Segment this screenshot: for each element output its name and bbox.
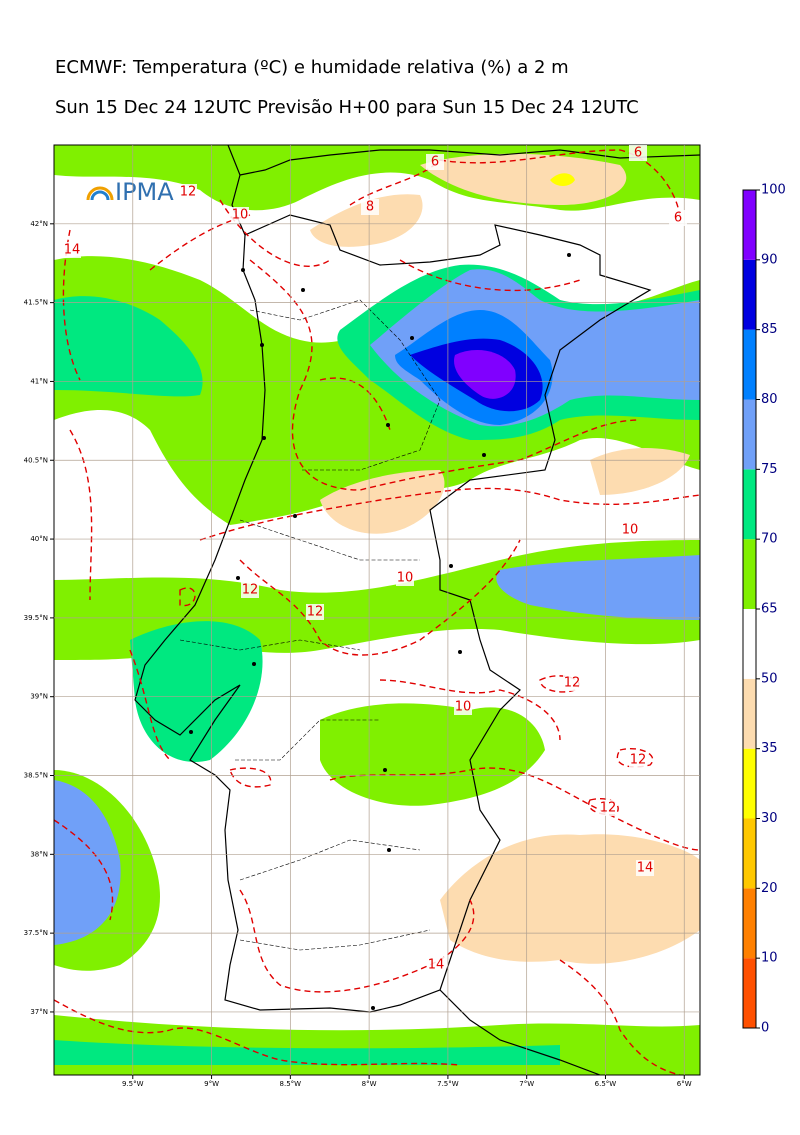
contour-label-bg [427,957,445,973]
contour-label: 10 [232,208,249,223]
x-tick-label: 7°W [519,1080,534,1088]
contour-label-bg [629,752,647,768]
colorbar-swatch [743,678,756,749]
contour-label: 12 [180,185,197,200]
y-tick-label: 38°N [30,850,48,858]
y-tick-label: 37°N [30,1008,48,1016]
x-tick-label: 6.5°W [595,1080,617,1088]
title: ECMWF: Temperatura (ºC) e humidade relat… [55,57,569,78]
contour-label: 8 [366,200,374,215]
contour-label-bg [621,522,639,538]
contour-labels: 12 10 8 6 6 6 14 10 10 12 12 10 12 12 12 14 14 [63,145,687,973]
y-tick-label: 40.5°N [24,456,48,464]
colorbar-label: 80 [761,392,778,407]
contour-label: 6 [431,155,439,170]
contour-label-bg [361,199,379,215]
colorbar-swatch [743,609,756,679]
contour-label: 12 [630,753,647,768]
contour-label-bg [426,154,444,170]
colorbar-swatch [743,958,756,1028]
contour-label: 14 [428,958,445,973]
colorbar-swatch [743,259,756,330]
contour-label: 10 [455,700,472,715]
contour-label-bg [306,604,324,620]
contour-label: 6 [674,211,682,226]
colorbar-label: 50 [761,671,778,686]
contour-label: 14 [637,861,654,876]
x-tick-label: 7.5°W [437,1080,459,1088]
colorbar-swatch [743,329,756,400]
y-tick-label: 38.5°N [24,772,48,780]
colorbar-label: 75 [761,462,778,477]
x-tick-label: 6°W [677,1080,692,1088]
contour-label-bg [454,699,472,715]
x-tick-label: 8°W [362,1080,377,1088]
colorbar-label: 20 [761,881,778,896]
colorbar-label: 90 [761,252,778,267]
colorbar-swatch [743,469,756,540]
contour-label-bg [231,207,249,223]
colorbar-label: 70 [761,532,778,547]
y-tick-label: 41°N [30,377,48,385]
map-frame [53,144,701,1076]
axes: 9.5°W 9°W 8.5°W 8°W 7.5°W 7°W 6.5°W 6°W 42°N 41.5… [24,145,700,1088]
colorbar-swatch [743,399,756,470]
contour-label: 12 [600,801,617,816]
subtitle: Sun 15 Dec 24 12UTC Previsão H+00 para S… [55,97,639,118]
contour-label: 12 [242,583,259,598]
logo-text: IPMA [115,178,174,206]
x-tick-label: 8.5°W [280,1080,302,1088]
contour-label: 12 [564,676,581,691]
field: IPMA [54,145,700,1075]
colorbar-label: 10 [761,951,778,966]
ipma-logo: IPMA [86,178,174,206]
colorbar-label: 0 [761,1021,769,1036]
contour-label: 10 [622,523,639,538]
y-tick-label: 39.5°N [24,614,48,622]
y-tick-label: 41.5°N [24,299,48,307]
y-tick-label: 40°N [30,535,48,543]
contour-label: 10 [397,571,414,586]
contour-label-bg [63,242,81,258]
colorbar-label: 85 [761,322,778,337]
x-tick-label: 9.5°W [122,1080,144,1088]
y-tick-label: 42°N [30,220,48,228]
colorbar-swatch [743,539,756,609]
contour-label-bg [241,582,259,598]
colorbar-label: 35 [761,741,778,756]
colorbar-label: 65 [761,602,778,617]
colorbar-swatch [743,888,756,959]
x-tick-label: 9°W [204,1080,219,1088]
colorbar-label: 100 [761,183,786,198]
y-tick-label: 39°N [30,693,48,701]
colorbar-swatch [743,818,756,889]
y-tick-label: 37.5°N [24,929,48,937]
contour-label: 14 [64,243,81,258]
contour-label-bg [179,184,197,200]
contour-label: 12 [307,605,324,620]
colorbar: 0 10 20 30 35 50 65 70 75 80 85 90 100 [742,183,786,1036]
contour-label-bg [563,675,581,691]
contour-label-bg [669,210,687,226]
contour-label-bg [636,860,654,876]
colorbar-swatch [743,190,756,260]
colorbar-swatch [743,748,756,819]
colorbar-label: 30 [761,811,778,826]
contour-label-bg [396,570,414,586]
contour-label-bg [629,145,647,161]
cities [189,253,571,1010]
contour-label: 6 [634,146,642,161]
contour-label-bg [599,800,617,816]
